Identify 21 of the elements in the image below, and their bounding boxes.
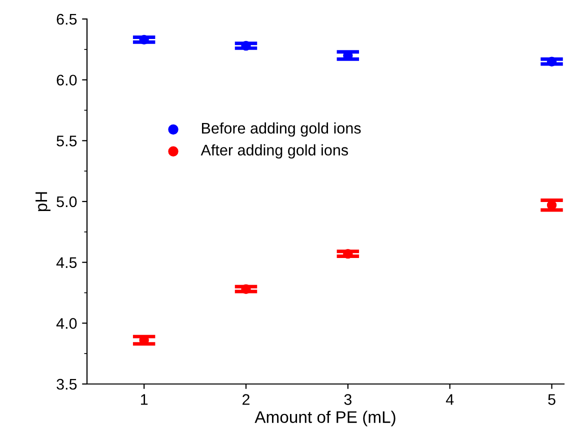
- x-tick-label: 5: [548, 394, 556, 405]
- point: [241, 40, 251, 51]
- y-axis-title: pH: [36, 192, 50, 212]
- y-tick-label: 6.0: [56, 74, 77, 86]
- y-tick-label: 4.0: [56, 318, 77, 329]
- legend-label: After adding gold ions: [200, 144, 348, 159]
- y-tick-label: 5.0: [56, 196, 77, 208]
- point: [343, 248, 353, 259]
- legend-label: Before adding gold ions: [202, 122, 361, 137]
- point: [139, 34, 149, 45]
- y-tick-label: 6.5: [56, 14, 77, 25]
- y-tick-label: 3.5: [56, 378, 77, 390]
- x-tick-label: 4: [446, 394, 454, 405]
- point: [546, 56, 557, 66]
- y-tick-label: 5.5: [56, 136, 77, 146]
- x-tick-label: 3: [344, 394, 352, 405]
- x-tick-label: 2: [242, 394, 250, 405]
- y-tick-label: 4.5: [56, 257, 77, 268]
- x-axis-title: Amount of PE (mL): [254, 410, 396, 426]
- x-tick-label: 1: [140, 394, 148, 405]
- point: [241, 284, 251, 294]
